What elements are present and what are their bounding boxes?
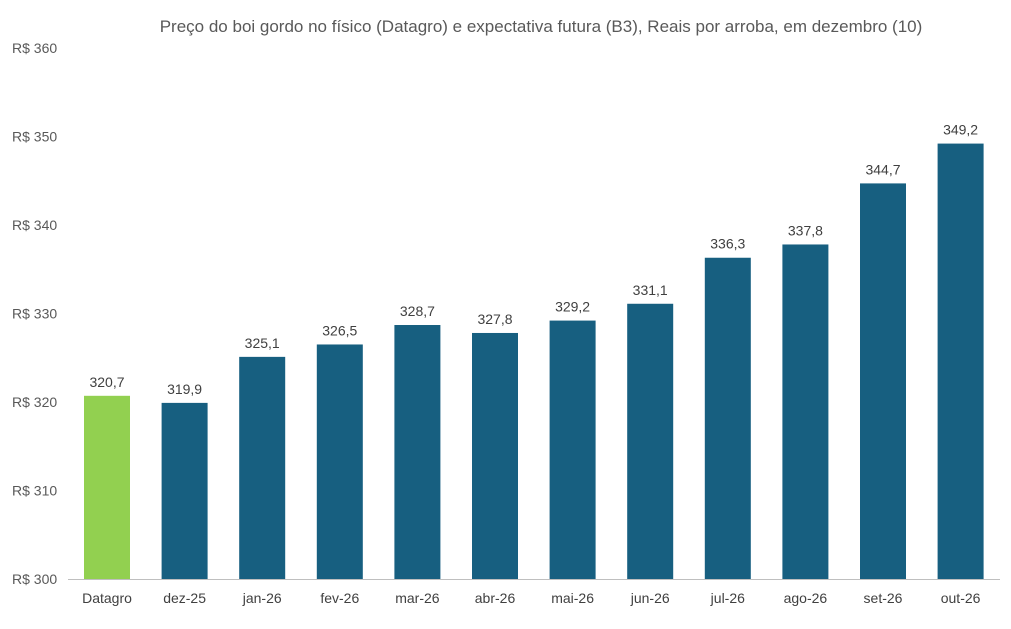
x-axis: Datagro dez-25 jan-26 fev-26 mar-26 abr-26 mai… bbox=[68, 579, 1000, 606]
x-tick-label: mar-26 bbox=[395, 590, 440, 606]
y-tick-label: R$ 360 bbox=[12, 40, 57, 56]
bar-jul-26 bbox=[704, 257, 751, 579]
data-label: 320,7 bbox=[89, 374, 124, 390]
bar-dez-25 bbox=[161, 402, 208, 579]
y-axis: R$ 300 R$ 310 R$ 320 R$ 330 R$ 340 R$ 350 R$ 3… bbox=[12, 40, 57, 587]
bar-ago-26 bbox=[782, 244, 829, 579]
x-tick-label: jan-26 bbox=[242, 590, 282, 606]
data-label: 336,3 bbox=[710, 236, 745, 252]
bar-fev-26 bbox=[316, 344, 363, 579]
y-tick-label: R$ 300 bbox=[12, 571, 57, 587]
x-tick-label: Datagro bbox=[82, 590, 132, 606]
bar-datagro bbox=[84, 395, 130, 579]
bar-abr-26 bbox=[472, 332, 518, 579]
data-label: 328,7 bbox=[400, 303, 435, 319]
data-label: 349,2 bbox=[943, 122, 978, 138]
x-tick-label: jul-26 bbox=[710, 590, 745, 606]
x-tick-label: out-26 bbox=[941, 590, 981, 606]
y-tick-label: R$ 320 bbox=[12, 394, 57, 410]
bar-out-26 bbox=[937, 143, 984, 579]
x-tick-label: ago-26 bbox=[784, 590, 828, 606]
bar-jun-26 bbox=[627, 303, 674, 579]
y-tick-label: R$ 350 bbox=[12, 129, 57, 145]
data-label: 337,8 bbox=[788, 222, 823, 238]
x-tick-label: jun-26 bbox=[630, 590, 670, 606]
bar-mar-26 bbox=[394, 325, 441, 579]
data-label: 331,1 bbox=[633, 282, 668, 298]
chart-title: Preço do boi gordo no físico (Datagro) e… bbox=[160, 17, 923, 36]
bars: 320,7 319,9 325,1 326,5 328,7 327,8 329,2 331,1… bbox=[84, 122, 984, 579]
data-label: 329,2 bbox=[555, 299, 590, 315]
data-label: 319,9 bbox=[167, 381, 202, 397]
data-label: 326,5 bbox=[322, 322, 357, 338]
x-tick-label: fev-26 bbox=[320, 590, 359, 606]
x-tick-label: abr-26 bbox=[475, 590, 516, 606]
x-tick-label: dez-25 bbox=[163, 590, 206, 606]
data-label: 344,7 bbox=[865, 161, 900, 177]
data-label: 325,1 bbox=[245, 335, 280, 351]
y-tick-label: R$ 310 bbox=[12, 483, 57, 499]
y-tick-label: R$ 340 bbox=[12, 217, 57, 233]
bar-mai-26 bbox=[549, 320, 596, 579]
y-tick-label: R$ 330 bbox=[12, 306, 57, 322]
x-tick-label: set-26 bbox=[864, 590, 903, 606]
x-tick-label: mai-26 bbox=[551, 590, 594, 606]
data-label: 327,8 bbox=[477, 311, 512, 327]
bar-jan-26 bbox=[239, 356, 286, 579]
bar-set-26 bbox=[860, 183, 906, 579]
